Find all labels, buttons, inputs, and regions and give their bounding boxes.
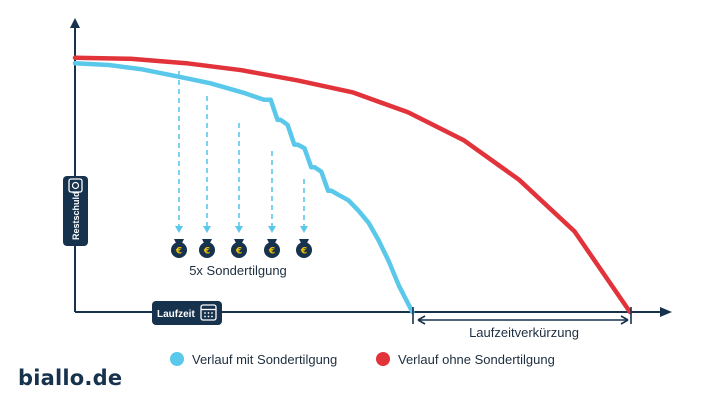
- y-axis-label: Restschuld: [71, 191, 81, 240]
- series-layer: [72, 55, 633, 315]
- sondertilgung-markers: € € € € €: [171, 71, 312, 258]
- euro-money-bag-icon: €: [171, 239, 187, 258]
- sondertilgung-arrowhead: [235, 226, 243, 233]
- legend-label-with: Verlauf mit Sondertilgung: [192, 351, 338, 367]
- svg-text:€: €: [300, 247, 307, 257]
- legend-label-without: Verlauf ohne Sondertilgung: [398, 351, 555, 367]
- series-line-without-sondertilgung: [72, 55, 633, 315]
- svg-text:€: €: [235, 247, 242, 257]
- money-icon: [68, 178, 83, 193]
- legend-dot-red-icon: [376, 352, 390, 366]
- svg-text:€: €: [203, 247, 210, 257]
- x-axis-label-box: Laufzeit: [152, 301, 222, 325]
- y-axis-label-box: Restschuld: [63, 176, 88, 246]
- series-line-with-sondertilgung: [72, 60, 415, 315]
- y-axis-arrow: [70, 18, 80, 28]
- svg-text:€: €: [175, 247, 182, 257]
- euro-money-bag-icon: €: [231, 239, 247, 258]
- sondertilgung-arrowhead: [175, 226, 183, 233]
- calendar-icon: [200, 304, 217, 321]
- euro-money-bag-icon: €: [199, 239, 215, 258]
- sondertilgung-arrowhead: [203, 226, 211, 233]
- legend-dot-blue-icon: [170, 352, 184, 366]
- legend-item-without: Verlauf ohne Sondertilgung: [376, 348, 555, 370]
- x-axis-arrow: [660, 307, 672, 317]
- sondertilgung-arrowhead: [268, 226, 276, 233]
- sondertilgung-annotation: 5x Sondertilgung: [189, 263, 287, 278]
- euro-money-bag-icon: €: [296, 239, 312, 258]
- biallo-logo: biallo.de: [18, 366, 123, 390]
- laufzeitverkuerzung-bracket: Laufzeitverkürzung: [412, 307, 632, 340]
- sondertilgung-arrowhead: [300, 226, 308, 233]
- legend-item-with: Verlauf mit Sondertilgung: [170, 348, 337, 370]
- svg-text:€: €: [268, 247, 275, 257]
- x-axis-label: Laufzeit: [157, 309, 195, 320]
- euro-money-bag-icon: €: [264, 239, 280, 258]
- laufzeitverkuerzung-label: Laufzeitverkürzung: [469, 325, 579, 340]
